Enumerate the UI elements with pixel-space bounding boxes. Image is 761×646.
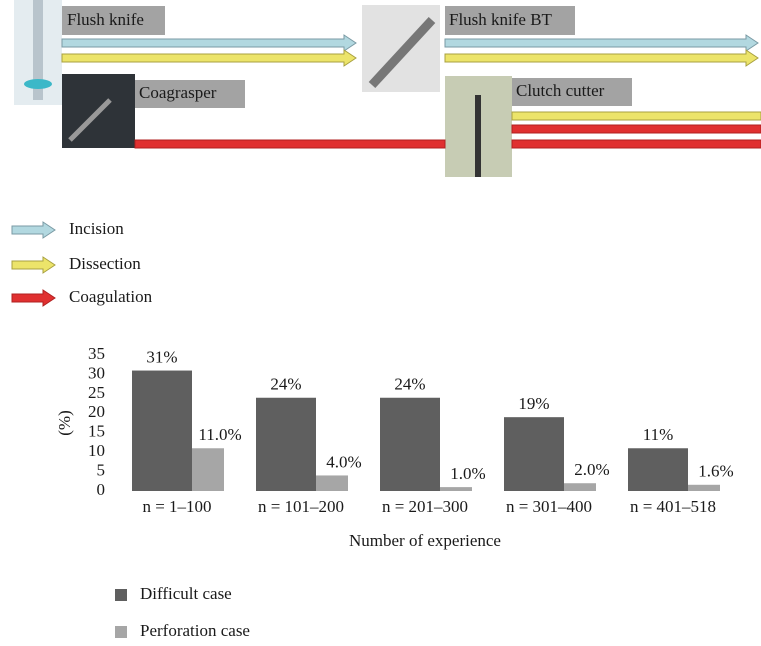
value-label: 31%: [146, 347, 177, 366]
figure: Flush knife Flush knife BT Coagrasper Cl…: [0, 0, 761, 646]
legend-label: Difficult case: [140, 584, 232, 603]
bar: [504, 417, 564, 491]
bar: [316, 475, 348, 491]
y-tick-label: 35: [88, 344, 105, 363]
arrow: [512, 112, 761, 120]
arrow: [445, 50, 758, 66]
arrow: [12, 222, 55, 238]
value-label: 2.0%: [574, 460, 609, 479]
bar: [132, 371, 192, 491]
arrow: [62, 50, 356, 66]
tool-label: Clutch cutter: [516, 81, 605, 100]
y-tick-label: 25: [88, 383, 105, 402]
legend-label: Incision: [69, 219, 124, 238]
arrow: [62, 35, 356, 51]
arrow: [12, 257, 55, 273]
value-label: 1.6%: [698, 462, 733, 481]
value-label: 19%: [518, 394, 549, 413]
arrow: [512, 125, 761, 133]
legend-label: Perforation case: [140, 621, 250, 640]
value-label: 1.0%: [450, 464, 485, 483]
legend-swatch: [115, 626, 127, 638]
x-tick-label: n = 1–100: [142, 497, 211, 516]
x-tick-label: n = 401–518: [630, 497, 716, 516]
arrow: [445, 35, 758, 51]
legend-label: Coagulation: [69, 287, 153, 306]
legend-label: Dissection: [69, 254, 141, 273]
y-tick-label: 15: [88, 422, 105, 441]
x-tick-label: n = 101–200: [258, 497, 344, 516]
value-label: 11.0%: [198, 425, 241, 444]
arrow: [135, 140, 445, 148]
tool-label: Flush knife BT: [449, 10, 553, 29]
y-axis-title: (%): [55, 410, 74, 435]
value-label: 11%: [643, 425, 674, 444]
bar: [192, 448, 224, 491]
bar: [380, 398, 440, 491]
y-tick-label: 10: [88, 441, 105, 460]
arrow: [512, 140, 761, 148]
value-label: 4.0%: [326, 452, 361, 471]
bar: [440, 487, 472, 491]
x-tick-label: n = 201–300: [382, 497, 468, 516]
arrow: [12, 290, 55, 306]
y-tick-label: 20: [88, 402, 105, 421]
value-label: 24%: [394, 375, 425, 394]
y-tick-label: 0: [97, 480, 106, 499]
value-label: 24%: [270, 375, 301, 394]
bar: [628, 448, 688, 491]
y-tick-label: 5: [97, 460, 106, 479]
x-tick-label: n = 301–400: [506, 497, 592, 516]
x-axis-title: Number of experience: [349, 531, 501, 550]
bar: [564, 483, 596, 491]
bar: [256, 398, 316, 491]
tool-label: Coagrasper: [139, 83, 217, 102]
flush-knife-mark: [24, 79, 52, 89]
legend-swatch: [115, 589, 127, 601]
y-tick-label: 30: [88, 363, 105, 382]
bar: [688, 485, 720, 491]
tool-label: Flush knife: [67, 10, 144, 29]
